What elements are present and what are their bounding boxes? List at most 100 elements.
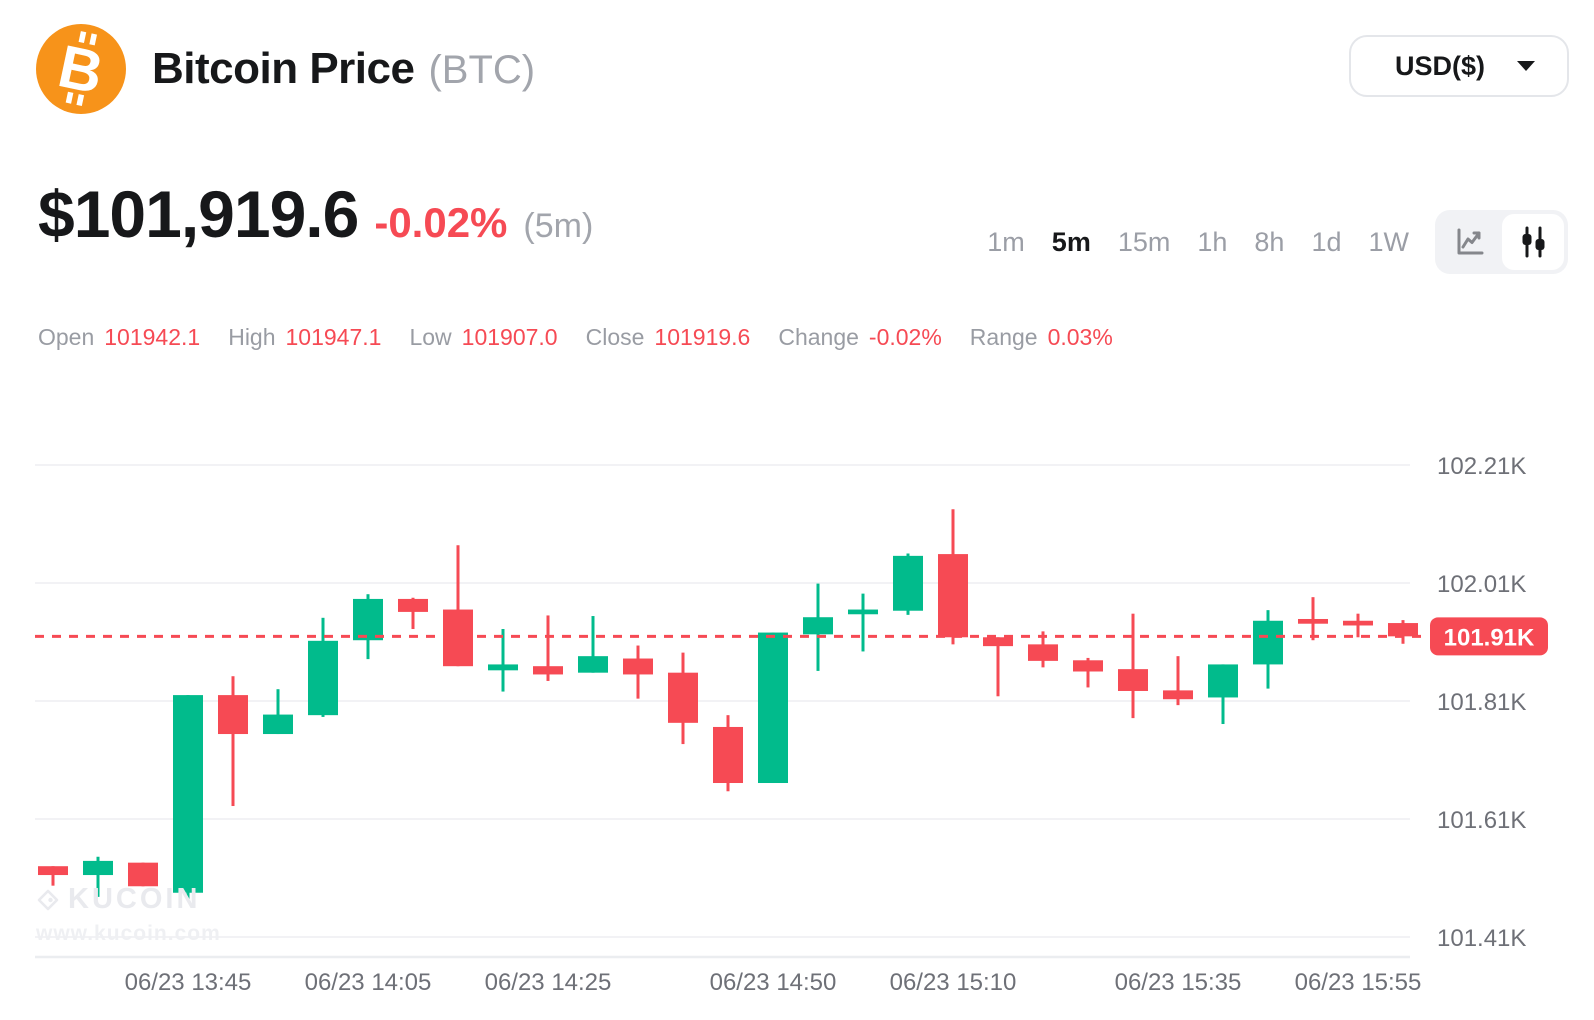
candle-body xyxy=(578,656,608,673)
candle-body xyxy=(668,672,698,723)
watermark-url: www.kucoin.com xyxy=(36,922,221,945)
ohlc-range: Range 0.03% xyxy=(970,324,1113,351)
candle-wick xyxy=(456,545,460,667)
candle-body xyxy=(803,617,833,635)
candlestick-chart[interactable]: 102.21K 102.01K 101.81K 101.61K 101.41K 101.9… xyxy=(0,420,1594,1020)
ohlc-low: Low 101907.0 xyxy=(409,324,557,351)
ohlc-value: 101942.1 xyxy=(104,324,201,350)
header: B Bitcoin Price (BTC) xyxy=(36,24,535,114)
watermark-name: KUCOIN xyxy=(68,883,201,915)
ohlc-value: 101919.6 xyxy=(654,324,751,350)
ohlc-label: Open xyxy=(38,324,95,350)
line-mode-button[interactable] xyxy=(1439,214,1502,270)
candle-body xyxy=(83,860,113,876)
x-axis-label: 06/23 13:45 xyxy=(125,969,252,996)
candle-body xyxy=(263,714,293,735)
candle-body xyxy=(848,609,878,615)
ohlc-label: Low xyxy=(409,324,452,350)
bitcoin-logo-icon: B xyxy=(36,24,126,114)
candle-wick xyxy=(1131,613,1135,719)
candle-body xyxy=(1388,623,1418,637)
candle-body xyxy=(938,554,968,638)
candle-body xyxy=(1343,620,1373,626)
candle-wick xyxy=(501,629,505,692)
kucoin-watermark: KUCOIN www.kucoin.com xyxy=(36,883,221,946)
y-axis-label: 101.81K xyxy=(1437,689,1526,716)
candle-body xyxy=(1028,644,1058,661)
candle-body xyxy=(713,726,743,784)
asset-symbol: (BTC) xyxy=(428,48,536,92)
timeframe-8h[interactable]: 8h xyxy=(1254,226,1285,257)
line-chart-icon xyxy=(1457,228,1484,255)
candle-wick xyxy=(96,856,100,897)
candlestick-chart-icon xyxy=(1522,226,1545,258)
ohlc-value: 101947.1 xyxy=(285,324,382,350)
ohlc-bar: Open 101942.1 High 101947.1 Low 101907.0 Close… xyxy=(38,324,1113,351)
price-period: (5m) xyxy=(523,207,594,245)
timeframe-1h[interactable]: 1h xyxy=(1197,226,1228,257)
y-axis-label: 102.21K xyxy=(1437,453,1526,480)
price-change: -0.02% xyxy=(374,199,508,246)
candle-body xyxy=(623,658,653,675)
candle-body xyxy=(443,609,473,667)
candle-wick xyxy=(996,637,1000,697)
candle-body xyxy=(983,637,1013,647)
candlestick-mode-button[interactable] xyxy=(1501,214,1564,270)
current-price-badge xyxy=(1430,617,1548,656)
candle-body xyxy=(1298,618,1328,624)
candle-body xyxy=(398,598,428,612)
ohlc-change: Change -0.02% xyxy=(778,324,941,351)
timeframe-1W[interactable]: 1W xyxy=(1368,226,1410,257)
candle-body xyxy=(1118,669,1148,691)
candle-body xyxy=(1073,660,1103,672)
x-axis-label: 06/23 14:25 xyxy=(485,969,612,996)
ohlc-label: Change xyxy=(778,324,859,350)
ohlc-value: 101907.0 xyxy=(461,324,558,350)
candle-body xyxy=(1208,664,1238,698)
candle-wick xyxy=(591,616,595,673)
ohlc-value: -0.02% xyxy=(868,324,942,350)
page-title: Bitcoin Price xyxy=(152,44,415,93)
candle-body xyxy=(128,862,158,887)
ohlc-high: High 101947.1 xyxy=(228,324,381,351)
timeframe-1m[interactable]: 1m xyxy=(987,226,1025,257)
ohlc-value: 0.03% xyxy=(1047,324,1113,350)
current-price-badge-label: 101.91K xyxy=(1444,624,1535,651)
x-axis-label: 06/23 14:50 xyxy=(710,969,837,996)
candle-wick xyxy=(861,593,865,652)
timeframe-selector: 1m 5m 15m 1h 8h 1d 1W xyxy=(987,227,1409,258)
currency-dropdown-label: USD($) xyxy=(1395,50,1486,81)
candle-wick xyxy=(546,615,550,681)
y-axis-label: 102.01K xyxy=(1437,571,1526,598)
price-block: $101,919.6 -0.02% (5m) xyxy=(38,176,593,252)
chart-controls: 1m 5m 15m 1h 8h 1d 1W xyxy=(987,210,1568,274)
candle-wick xyxy=(1176,656,1180,706)
candle-wick xyxy=(276,689,280,735)
x-axis-label: 06/23 15:10 xyxy=(890,969,1017,996)
candle-wick xyxy=(1356,613,1360,638)
candle-wick xyxy=(1086,657,1090,688)
timeframe-5m[interactable]: 5m xyxy=(1051,226,1091,257)
chevron-down-icon xyxy=(1517,61,1535,71)
y-axis-label: 101.61K xyxy=(1437,807,1526,834)
candle-body xyxy=(488,664,518,671)
y-axis-label: 101.41K xyxy=(1437,925,1526,952)
candle-body xyxy=(1163,690,1193,700)
candle-body xyxy=(308,640,338,716)
candle-body xyxy=(353,598,383,641)
ohlc-open: Open 101942.1 xyxy=(38,324,200,351)
timeframe-15m[interactable]: 15m xyxy=(1117,226,1171,257)
x-axis-label: 06/23 15:35 xyxy=(1115,969,1242,996)
currency-dropdown[interactable]: USD($) xyxy=(1349,35,1569,97)
candle-body xyxy=(1253,620,1283,665)
candle-body xyxy=(218,695,248,735)
candle-body xyxy=(893,555,923,611)
x-axis-label: 06/23 15:55 xyxy=(1295,969,1422,996)
current-price: $101,919.6 xyxy=(38,177,359,251)
candle-body xyxy=(38,866,68,876)
timeframe-1d[interactable]: 1d xyxy=(1311,226,1342,257)
candle-body xyxy=(533,666,563,675)
kucoin-logo-icon xyxy=(37,889,59,910)
candle-wick xyxy=(51,866,55,886)
